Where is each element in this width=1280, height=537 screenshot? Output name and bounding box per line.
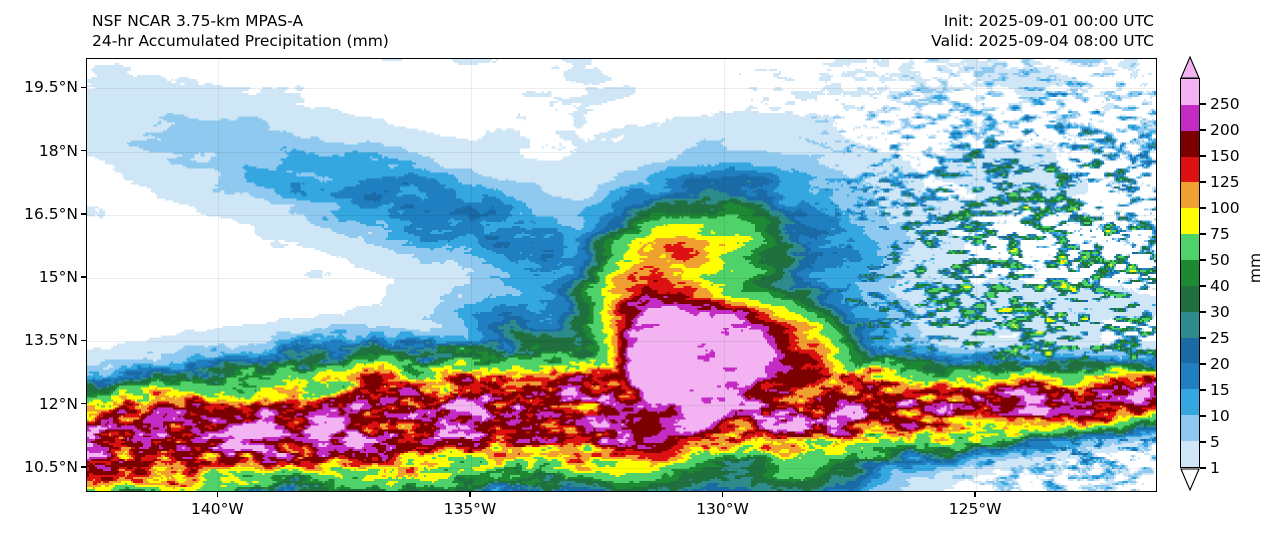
longitude-tick-label: 125°W <box>948 500 1002 518</box>
colorbar-band <box>1181 79 1199 105</box>
colorbar-tick-mark <box>1200 155 1206 157</box>
colorbar-tick-label: 150 <box>1210 147 1240 165</box>
colorbar-tick-mark <box>1200 363 1206 365</box>
longitude-tick-label: 140°W <box>191 500 244 518</box>
longitude-tick-mark <box>469 492 471 497</box>
latitude-tick-mark <box>81 339 86 342</box>
colorbar-tick-label: 100 <box>1210 199 1240 217</box>
map-plot-area <box>86 58 1157 492</box>
model-title: NSF NCAR 3.75-km MPAS-A 24-hr Accumulated… <box>92 11 389 51</box>
colorbar-ticks: 250 200 150 125 100 75 50 40 30 25 20 15 10 5 1 <box>1180 56 1240 490</box>
colorbar-tick-mark <box>1200 415 1206 417</box>
longitude-tick-label: 130°W <box>696 500 749 518</box>
precipitation-canvas <box>87 59 1156 491</box>
valid-time-block: Init: 2025-09-01 00:00 UTC Valid: 2025-09… <box>931 11 1154 51</box>
colorbar-band <box>1181 234 1199 261</box>
gridline-horizontal <box>87 278 1156 280</box>
gridline-horizontal <box>87 341 1156 343</box>
latitude-tick-label: 19.5°N <box>24 78 78 97</box>
colorbar-tick-mark <box>1200 311 1206 313</box>
precipitation-field <box>87 59 1156 491</box>
longitude-tick-label: 135°W <box>443 500 497 518</box>
colorbar-tick-mark <box>1200 181 1206 183</box>
colorbar-tick-mark <box>1200 337 1206 339</box>
latitude-tick-mark <box>81 465 86 468</box>
colorbar-tick-label: 15 <box>1210 381 1230 399</box>
gridline-horizontal <box>87 214 1156 216</box>
gridline-vertical <box>218 59 220 491</box>
gridline-horizontal <box>87 151 1156 153</box>
model-title-line1: NSF NCAR 3.75-km MPAS-A <box>92 12 304 30</box>
model-title-line2: 24-hr Accumulated Precipitation (mm) <box>92 32 389 50</box>
colorbar-tick-label: 10 <box>1210 407 1230 425</box>
valid-time: Valid: 2025-09-04 08:00 UTC <box>931 32 1154 50</box>
latitude-tick-mark <box>81 213 86 215</box>
latitude-tick-label: 10.5°N <box>24 457 78 476</box>
gridline-vertical <box>723 59 725 491</box>
colorbar-axis-label: mm <box>1246 252 1264 284</box>
latitude-tick-label: 13.5°N <box>24 331 78 350</box>
longitude-tick-mark <box>721 492 724 497</box>
colorbar-band <box>1181 208 1199 235</box>
colorbar-tick-label: 50 <box>1210 251 1230 269</box>
colorbar-band <box>1181 285 1199 312</box>
colorbar-band <box>1181 415 1199 442</box>
colorbar-tick-label: 40 <box>1210 277 1230 295</box>
gridline-horizontal <box>87 88 1156 90</box>
latitude-tick-label: 15°N <box>38 268 78 287</box>
latitude-tick-label: 12°N <box>38 394 78 413</box>
colorbar-tick-mark <box>1200 467 1206 469</box>
colorbar-tick-mark <box>1200 389 1206 391</box>
longitude-tick-mark <box>974 492 976 497</box>
colorbar-tick-mark <box>1200 285 1206 287</box>
colorbar-tick-label: 5 <box>1210 433 1220 451</box>
latitude-tick-label: 16.5°N <box>24 204 78 223</box>
latitude-tick-mark <box>81 149 86 152</box>
colorbar-band <box>1181 260 1199 286</box>
colorbar: 250 200 150 125 100 75 50 40 30 25 20 15 10 5 1 <box>1180 55 1240 492</box>
colorbar-band <box>1181 389 1199 416</box>
colorbar-band <box>1181 337 1199 364</box>
colorbar-tick-label: 200 <box>1210 121 1240 139</box>
colorbar-tick-label: 75 <box>1210 225 1230 243</box>
colorbar-band <box>1181 363 1199 390</box>
colorbar-band <box>1181 311 1199 338</box>
latitude-tick-mark <box>81 276 86 278</box>
colorbar-tick-label: 125 <box>1210 173 1240 191</box>
colorbar-min-arrow <box>1180 468 1200 492</box>
colorbar-tick-label: 30 <box>1210 303 1230 321</box>
gridline-vertical <box>470 59 472 491</box>
colorbar-tick-label: 20 <box>1210 355 1230 373</box>
gridline-vertical <box>976 59 978 491</box>
colorbar-band <box>1181 130 1199 157</box>
latitude-tick-mark <box>81 86 86 89</box>
latitude-tick-label: 18°N <box>38 141 78 160</box>
colorbar-tick-mark <box>1200 259 1206 261</box>
latitude-tick-mark <box>81 402 86 405</box>
colorbar-tick-label: 1 <box>1210 459 1220 477</box>
colorbar-tick-mark <box>1200 441 1206 443</box>
colorbar-tick-mark <box>1200 103 1206 105</box>
colorbar-gradient <box>1180 78 1200 468</box>
colorbar-band <box>1181 441 1199 467</box>
colorbar-tick-mark <box>1200 129 1206 131</box>
colorbar-band <box>1181 182 1199 209</box>
gridline-horizontal <box>87 467 1156 469</box>
longitude-tick-mark <box>216 492 219 497</box>
colorbar-tick-label: 250 <box>1210 95 1240 113</box>
colorbar-band <box>1181 156 1199 183</box>
gridline-horizontal <box>87 404 1156 406</box>
colorbar-tick-mark <box>1200 233 1206 235</box>
colorbar-tick-mark <box>1200 207 1206 209</box>
colorbar-band <box>1181 104 1199 131</box>
init-time: Init: 2025-09-01 00:00 UTC <box>943 12 1154 30</box>
colorbar-tick-label: 25 <box>1210 329 1230 347</box>
